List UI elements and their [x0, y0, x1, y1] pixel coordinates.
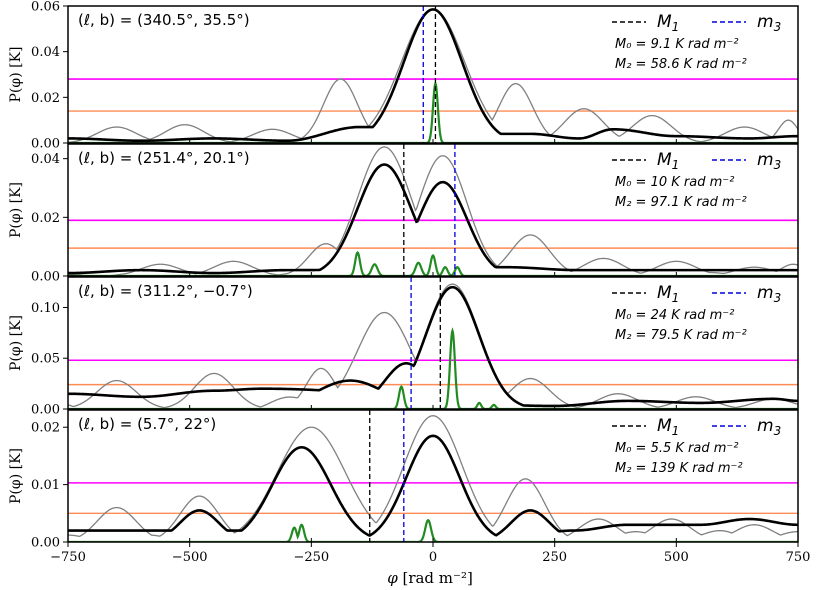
panel-1-ytick-label: 0.04	[31, 45, 60, 60]
panel-1: 0.00 0.02 0.04 0.06 P(φ) [K] (ℓ, b) = (340.5°…	[8, 0, 799, 152]
panel-4-clean-spectrum	[68, 434, 798, 537]
x-tick-label: 250	[542, 550, 567, 565]
panel-3: 0.00 0.05 0.10 P(φ) [K] (ℓ, b) = (311.2°, −0…	[8, 276, 799, 418]
x-tick-label: −250	[293, 550, 329, 565]
panel-3-dirty-spectrum	[68, 283, 798, 409]
panel-4-clean-components	[68, 518, 798, 542]
panel-2-clean-components	[68, 250, 798, 276]
panels-group: 0.00 0.02 0.04 0.06 P(φ) [K] (ℓ, b) = (340.5°…	[8, 0, 799, 551]
panel-4: 0.00 0.01 0.02 P(φ) [K] (ℓ, b) = (5.7°, 22°)…	[8, 409, 799, 551]
panel-4-M0-text: M₀ = 5.5 K rad m⁻²	[615, 441, 738, 456]
panel-3-M2-text: M₂ = 79.5 K rad m⁻²	[615, 328, 747, 343]
panel-2-y-axis-label: P(φ) [K]	[8, 182, 24, 238]
panel-3-legend-m3-label: m3	[757, 283, 781, 305]
x-axis-label-unit: [rad m⁻²]	[402, 569, 472, 587]
panel-3-M0-text: M₀ = 24 K rad m⁻²	[615, 308, 734, 323]
panel-2: 0.00 0.02 0.04 P(φ) [K] (ℓ, b) = (251.4°, 20…	[8, 143, 799, 285]
x-tick-label: −750	[50, 550, 86, 565]
panel-4-coordinate-label: (ℓ, b) = (5.7°, 22°)	[78, 415, 216, 433]
panel-1-M0-text: M₀ = 9.1 K rad m⁻²	[615, 37, 738, 52]
panel-3-ytick-label: 0.00	[31, 403, 60, 418]
panel-1-y-axis-label: P(φ) [K]	[8, 47, 24, 103]
panel-2-legend-M1-sub: 1	[672, 158, 680, 172]
x-axis-label-phi: φ	[387, 569, 402, 587]
panel-1-legend-m3-label: m3	[757, 12, 781, 34]
panel-3-coordinate-label: (ℓ, b) = (311.2°, −0.7°)	[78, 282, 253, 300]
panel-1-clean-components	[68, 80, 798, 143]
panel-4-legend-M1-label: M1	[657, 416, 679, 438]
panel-1-M2-text: M₂ = 58.6 K rad m⁻²	[615, 57, 747, 72]
panel-3-ytick-label: 0.10	[31, 301, 60, 316]
panel-2-ytick-label: 0.02	[31, 211, 60, 226]
panel-3-plot-area	[68, 277, 798, 409]
panel-2-legend-m3-label: m3	[757, 150, 781, 172]
panel-4-y-axis-label: P(φ) [K]	[8, 448, 24, 504]
panel-3-legend-M1-sub: 1	[672, 291, 680, 305]
panel-1-dirty-spectrum	[68, 8, 798, 143]
panel-1-legend-M1-sub: 1	[672, 20, 680, 34]
panel-2-legend-M1-label: M1	[657, 150, 679, 172]
panel-2-M2-text: M₂ = 97.1 K rad m⁻²	[615, 195, 747, 210]
x-axis-label: φ [rad m⁻²]	[387, 569, 473, 587]
panel-4-M2-text: M₂ = 139 K rad m⁻²	[615, 461, 743, 476]
panel-3-ytick-label: 0.05	[31, 352, 60, 367]
panel-4-ytick-label: 0.02	[31, 421, 60, 436]
panel-4-legend-M1-sub: 1	[672, 424, 680, 438]
x-tick-label: 750	[786, 550, 811, 565]
panel-4-ytick-label: 0.00	[31, 536, 60, 551]
panel-2-ytick-label: 0.04	[31, 152, 60, 167]
panel-2-M0-text: M₀ = 10 K rad m⁻²	[615, 175, 734, 190]
panel-1-ytick-label: 0.00	[31, 137, 60, 152]
panel-2-legend-m3-sub: 3	[774, 158, 782, 172]
panel-1-coordinate-label: (ℓ, b) = (340.5°, 35.5°)	[78, 11, 250, 29]
panel-2-ytick-label: 0.00	[31, 270, 60, 285]
panel-1-legend-M1-label: M1	[657, 12, 679, 34]
panel-2-coordinate-label: (ℓ, b) = (251.4°, 20.1°)	[78, 149, 250, 167]
panel-3-y-axis-label: P(φ) [K]	[8, 315, 24, 371]
panel-1-plot-area	[68, 6, 798, 143]
panel-4-ytick-label: 0.01	[31, 478, 60, 493]
x-tick-label: 0	[429, 550, 437, 565]
panel-4-legend-m3-label: m3	[757, 416, 781, 438]
panel-4-legend-m3-sub: 3	[774, 424, 782, 438]
panel-1-ytick-label: 0.02	[31, 91, 60, 106]
panel-3-legend-M1-label: M1	[657, 283, 679, 305]
panel-4-dirty-spectrum	[68, 415, 798, 538]
panel-4-plot-area	[68, 410, 798, 542]
panel-1-ytick-label: 0.06	[31, 0, 60, 15]
panel-1-legend-m3-sub: 3	[774, 20, 782, 34]
x-tick-label: 500	[664, 550, 689, 565]
panel-3-legend-m3-sub: 3	[774, 291, 782, 305]
x-axis: −750 −500 −250 0 250 500 750	[50, 542, 810, 565]
panel-3-clean-spectrum	[68, 285, 798, 408]
x-tick-label: −500	[172, 550, 208, 565]
